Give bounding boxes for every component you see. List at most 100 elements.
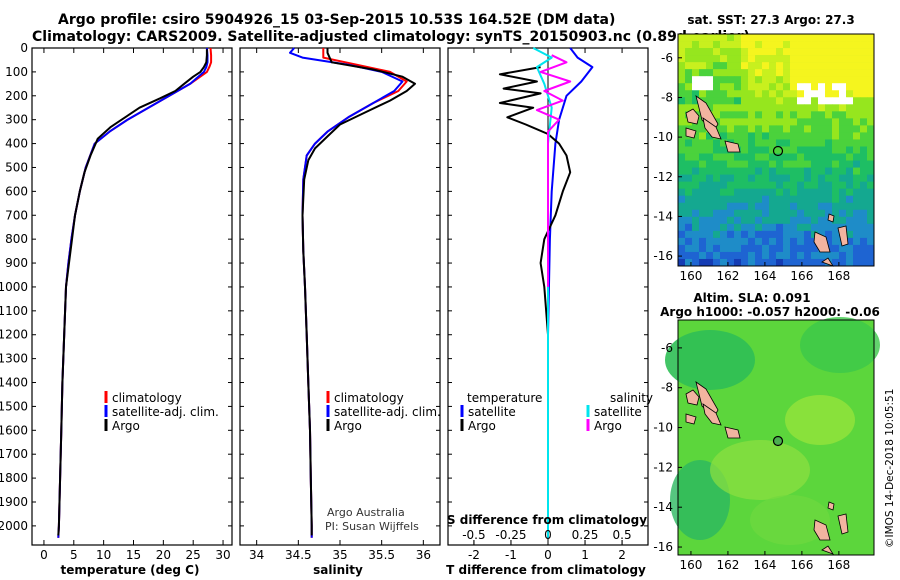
- sst-cell: [706, 237, 714, 246]
- sst-cell: [755, 237, 763, 246]
- sst-cell: [860, 244, 868, 253]
- sst-cell: [825, 132, 833, 140]
- sst-cell: [762, 125, 770, 133]
- sst-cell: [769, 48, 777, 56]
- sst-field: [678, 34, 875, 267]
- sst-cell: [741, 97, 749, 105]
- sst-cell: [853, 34, 861, 42]
- sst-cell: [867, 62, 875, 70]
- sst-cell: [776, 223, 784, 232]
- sst-cell: [797, 209, 805, 218]
- sst-cell: [678, 153, 686, 161]
- sst-cell: [727, 195, 735, 204]
- sst-cell: [741, 62, 749, 70]
- sst-cell: [713, 195, 721, 204]
- sst-cell: [692, 195, 700, 204]
- sst-cell: [867, 237, 875, 246]
- sst-cell: [776, 251, 784, 260]
- sst-cell: [790, 181, 798, 189]
- sst-cell: [797, 125, 805, 133]
- sst-cell: [867, 76, 875, 84]
- x-tick-label: 1: [581, 548, 589, 562]
- sst-cell: [748, 244, 756, 253]
- sst-cell: [846, 160, 854, 168]
- sst-cell: [832, 62, 840, 70]
- sst-cell: [678, 41, 686, 49]
- sst-cell: [832, 41, 840, 49]
- sst-cell: [748, 181, 756, 189]
- sst-cell: [734, 244, 742, 253]
- sst-cell: [832, 244, 840, 253]
- sst-cell: [685, 34, 693, 42]
- sst-cell: [692, 216, 700, 225]
- sst-cell: [776, 216, 784, 225]
- sla-map-land: [685, 381, 849, 555]
- sst-cell: [755, 258, 763, 267]
- sst-cell: [846, 76, 854, 84]
- depth-tick-label: 1700: [0, 447, 28, 461]
- sst-cell: [748, 195, 756, 204]
- sst-cell: [713, 55, 721, 63]
- sst-cell: [776, 111, 784, 119]
- sst-cell: [839, 34, 847, 42]
- sst-cell: [846, 174, 854, 182]
- sst-cell: [692, 125, 700, 133]
- legend-s-argo-label: Argo: [594, 419, 622, 433]
- sst-cell: [790, 258, 798, 267]
- x-tick-label: 0: [544, 548, 552, 562]
- sst-cell: [818, 41, 826, 49]
- sst-cell: [734, 118, 742, 126]
- sst-cell: [860, 209, 868, 218]
- sst-cell: [825, 209, 833, 218]
- sst-cell: [783, 258, 791, 267]
- sst-cell: [699, 62, 707, 70]
- lat-tick-label: -12: [653, 460, 673, 474]
- sst-cell: [727, 230, 735, 239]
- sst-cell: [769, 104, 777, 112]
- sst-cell: [762, 111, 770, 119]
- sst-cell: [839, 111, 847, 119]
- sst-cell: [811, 111, 819, 119]
- sst-cell: [699, 139, 707, 147]
- sst-cell: [811, 55, 819, 63]
- sst-cell: [853, 167, 861, 175]
- sst-cell: [790, 97, 798, 105]
- lon-tick-label: 164: [753, 269, 776, 283]
- sst-cell: [853, 209, 861, 218]
- sst-cell: [678, 118, 686, 126]
- legend-satellite-label: satellite-adj. clim.: [334, 405, 441, 419]
- salinity-depth-ticks: [240, 47, 440, 527]
- sst-cell: [783, 230, 791, 239]
- sst-cell: [832, 153, 840, 161]
- sst-cell: [811, 202, 819, 211]
- sst-cell: [755, 111, 763, 119]
- sst-cell: [769, 216, 777, 225]
- sst-cell: [860, 69, 868, 77]
- island-shape: [685, 127, 697, 139]
- s-tick-label: 0: [544, 528, 552, 542]
- x-tick-label: 25: [186, 548, 201, 562]
- salinity-panel: 34 34.5 35 35.5 36 salinity climatology sate…: [239, 47, 441, 577]
- sst-cell: [678, 111, 686, 119]
- sst-cell: [727, 244, 735, 253]
- sst-cell: [706, 62, 714, 70]
- sst-cell: [846, 83, 854, 91]
- sst-cell: [713, 34, 721, 42]
- sst-cell: [720, 153, 728, 161]
- sst-cell: [741, 118, 749, 126]
- sst-cell: [790, 223, 798, 232]
- sst-cell: [699, 237, 707, 246]
- sst-cell: [699, 41, 707, 49]
- sst-cell: [776, 132, 784, 140]
- sst-cell: [720, 62, 728, 70]
- sst-cell: [867, 223, 875, 232]
- sst-cell: [727, 188, 735, 196]
- sst-cell: [734, 41, 742, 49]
- sst-cell: [804, 83, 812, 91]
- sst-cell: [720, 195, 728, 204]
- sst-cell: [811, 97, 819, 105]
- sst-cell: [762, 174, 770, 182]
- sst-cell: [818, 195, 826, 204]
- sst-cell: [748, 118, 756, 126]
- sst-cell: [692, 237, 700, 246]
